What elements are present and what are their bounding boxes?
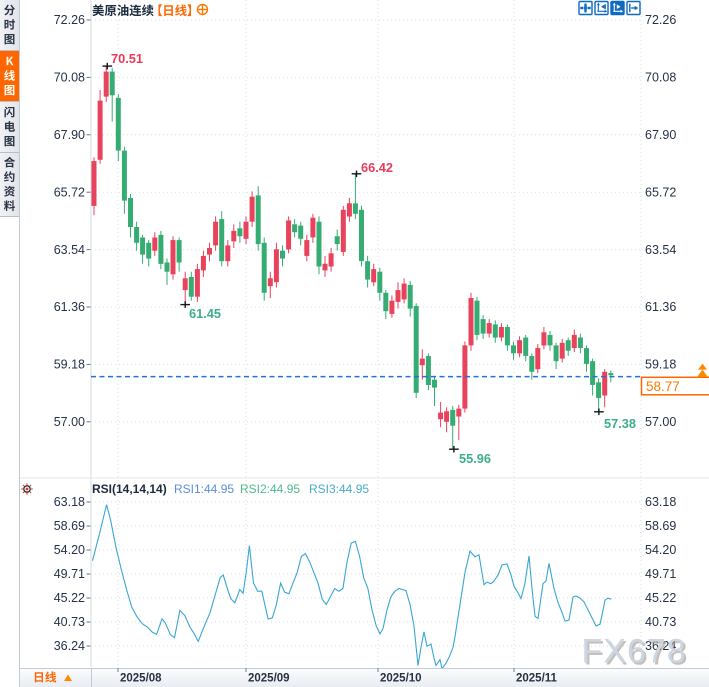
- svg-text:54.20: 54.20: [54, 543, 85, 557]
- svg-text:57.00: 57.00: [645, 415, 676, 429]
- svg-text:58.69: 58.69: [54, 519, 85, 533]
- svg-text:49.71: 49.71: [54, 567, 85, 581]
- svg-text:RSI1:44.95: RSI1:44.95: [174, 482, 234, 496]
- svg-text:55.96: 55.96: [459, 451, 491, 466]
- svg-text:61.45: 61.45: [189, 306, 221, 321]
- svg-text:58.77: 58.77: [646, 379, 680, 394]
- svg-text:36.24: 36.24: [645, 639, 676, 653]
- svg-text:61.36: 61.36: [645, 300, 676, 314]
- svg-text:70.51: 70.51: [111, 51, 143, 66]
- svg-text:65.72: 65.72: [54, 185, 85, 199]
- svg-text:66.42: 66.42: [361, 160, 393, 175]
- svg-text:2025/11: 2025/11: [516, 673, 558, 685]
- svg-text:61.36: 61.36: [54, 300, 85, 314]
- svg-text:58.69: 58.69: [645, 519, 676, 533]
- svg-text:2025/08: 2025/08: [120, 673, 162, 685]
- svg-text:40.73: 40.73: [54, 615, 85, 629]
- svg-text:57.38: 57.38: [604, 416, 636, 431]
- svg-text:2025/10: 2025/10: [380, 673, 422, 685]
- svg-text:72.26: 72.26: [54, 13, 85, 27]
- svg-text:RSI2:44.95: RSI2:44.95: [240, 482, 300, 496]
- svg-text:2025/09: 2025/09: [248, 673, 290, 685]
- svg-text:63.54: 63.54: [54, 243, 85, 257]
- svg-text:49.71: 49.71: [645, 567, 676, 581]
- svg-text:63.18: 63.18: [54, 495, 85, 509]
- svg-text:36.24: 36.24: [54, 639, 85, 653]
- svg-text:72.26: 72.26: [645, 13, 676, 27]
- svg-text:63.18: 63.18: [645, 495, 676, 509]
- svg-text:RSI3:44.95: RSI3:44.95: [309, 482, 369, 496]
- svg-text:45.22: 45.22: [645, 591, 676, 605]
- svg-text:40.73: 40.73: [645, 615, 676, 629]
- svg-text:70.08: 70.08: [54, 71, 85, 85]
- svg-text:67.90: 67.90: [645, 128, 676, 142]
- svg-text:45.22: 45.22: [54, 591, 85, 605]
- svg-text:67.90: 67.90: [54, 128, 85, 142]
- svg-text:59.18: 59.18: [645, 358, 676, 372]
- svg-text:59.18: 59.18: [54, 358, 85, 372]
- svg-text:RSI(14,14,14): RSI(14,14,14): [92, 482, 167, 496]
- svg-text:57.00: 57.00: [54, 415, 85, 429]
- svg-text:65.72: 65.72: [645, 185, 676, 199]
- svg-text:63.54: 63.54: [645, 243, 676, 257]
- svg-text:70.08: 70.08: [645, 71, 676, 85]
- svg-text:54.20: 54.20: [645, 543, 676, 557]
- svg-text:FX678: FX678: [584, 635, 689, 673]
- svg-text:FX678: FX678: [582, 633, 687, 671]
